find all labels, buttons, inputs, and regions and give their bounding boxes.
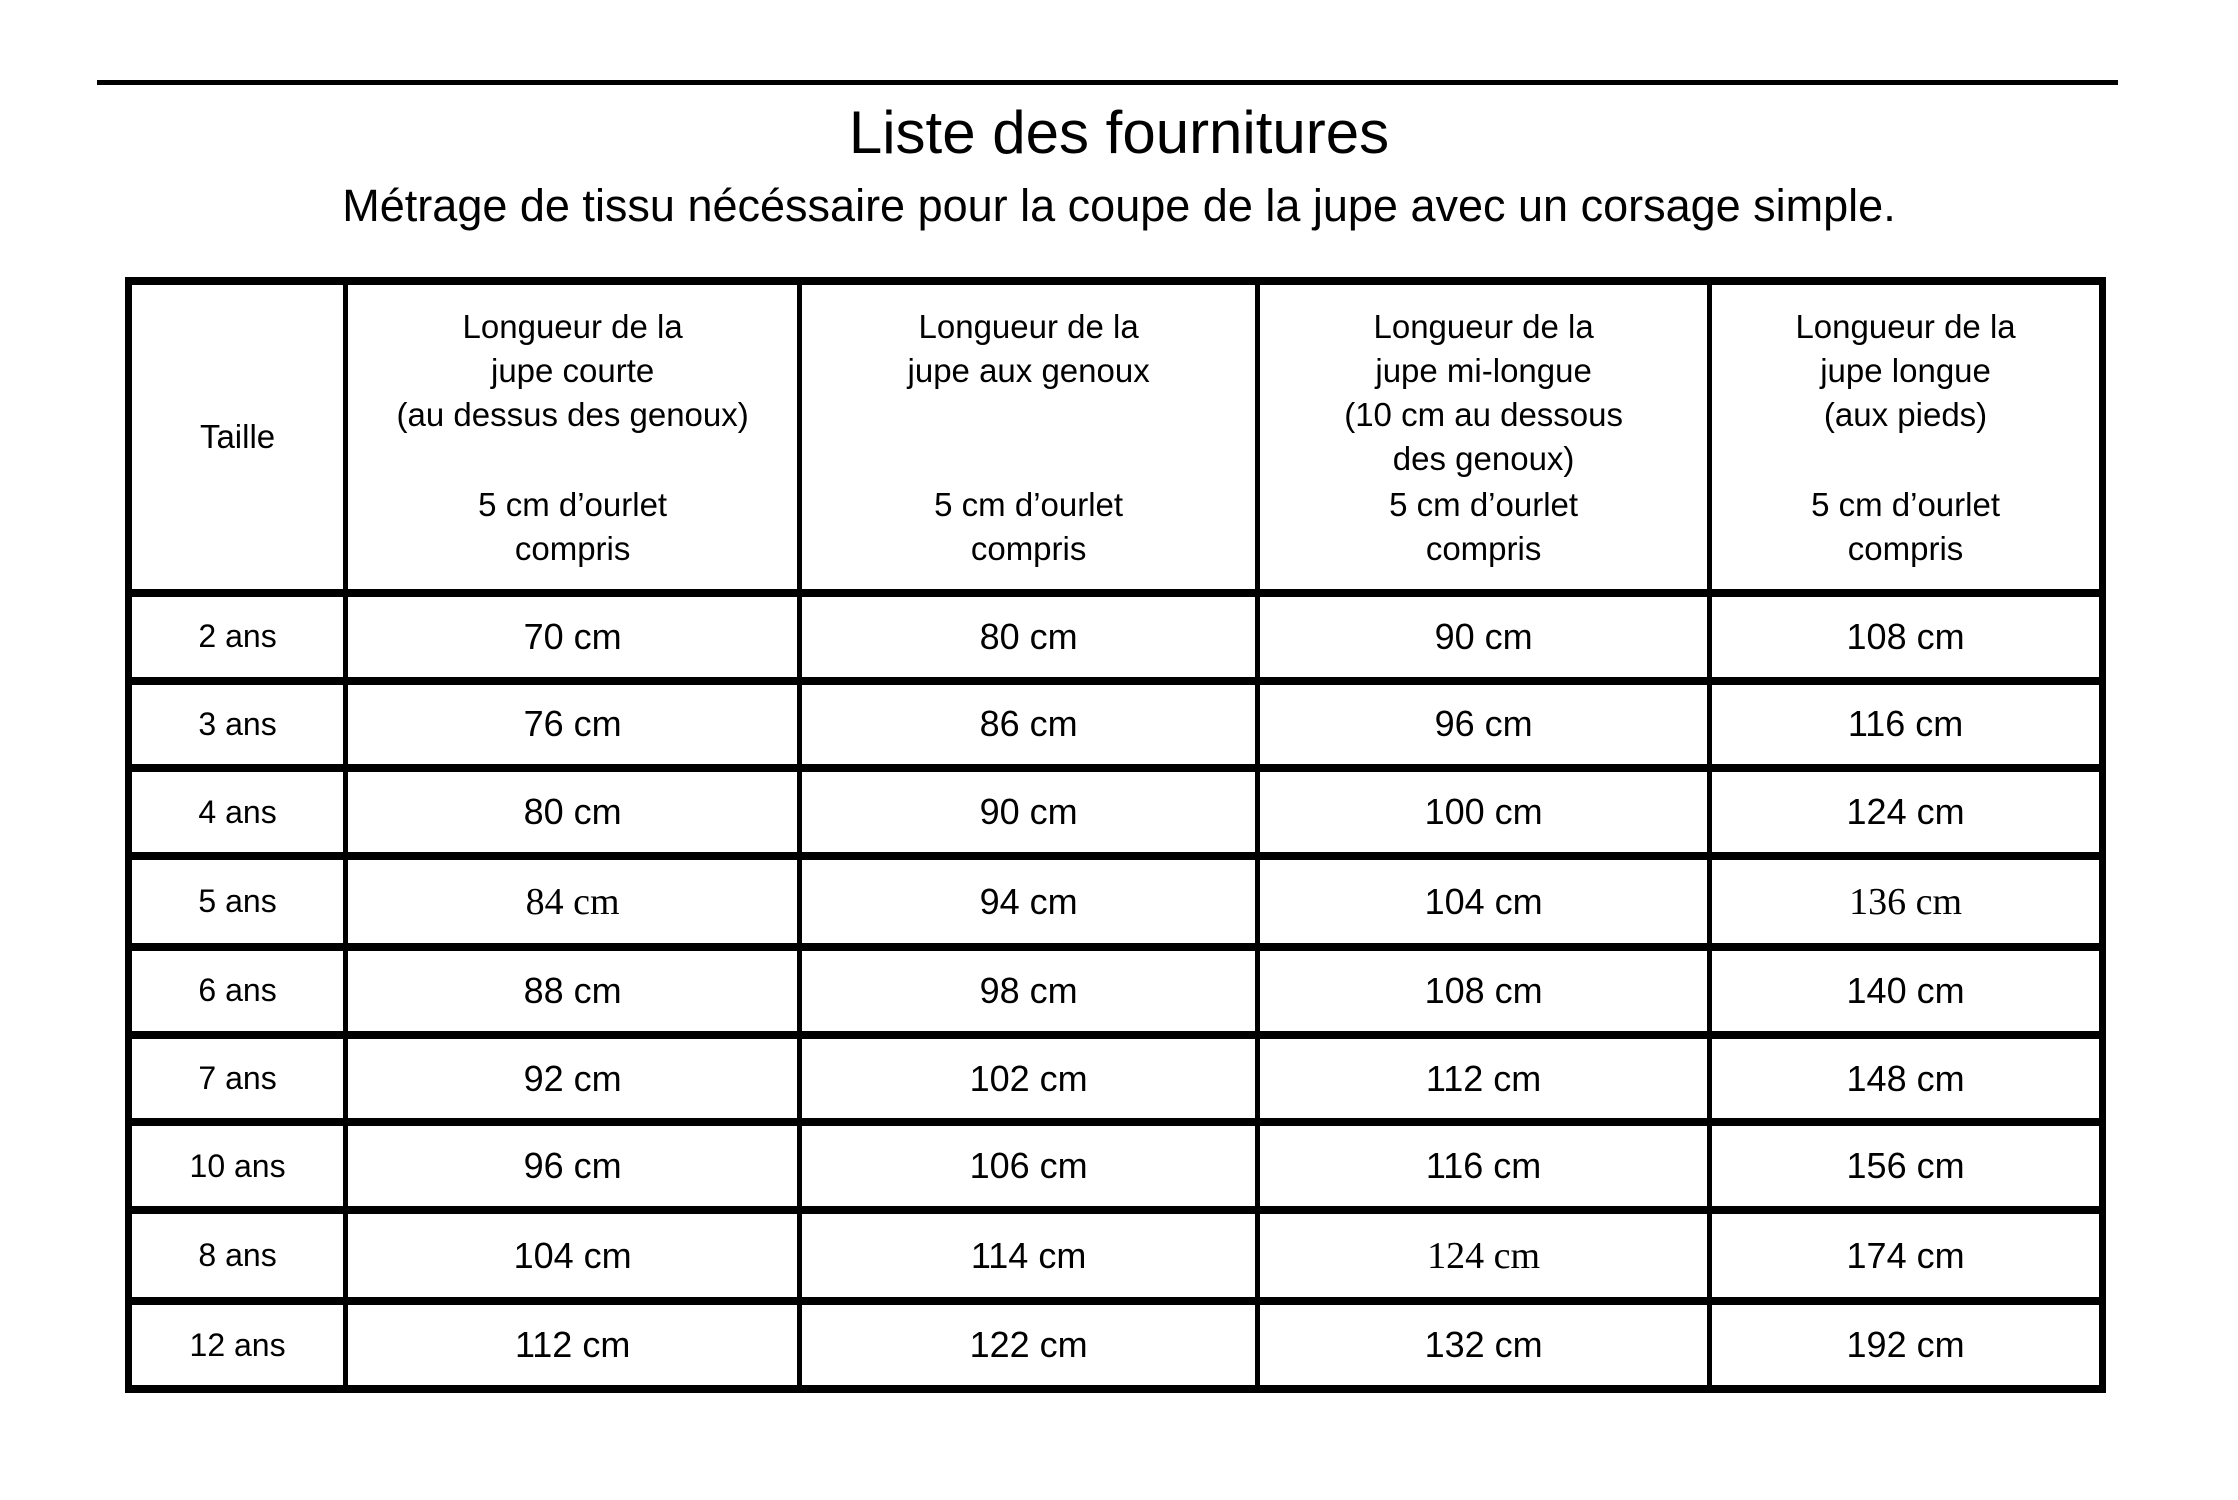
value-cell: 96 cm bbox=[343, 1118, 803, 1215]
size-cell: 12 ans bbox=[125, 1297, 349, 1393]
size-cell: 5 ans bbox=[125, 851, 349, 952]
value-cell: 80 cm bbox=[797, 589, 1261, 685]
value-cell: 192 cm bbox=[1707, 1297, 2105, 1393]
value-cell: 80 cm bbox=[343, 764, 803, 860]
size-cell: 3 ans bbox=[125, 676, 349, 773]
value-cell: 112 cm bbox=[343, 1297, 803, 1393]
column-title: Longueur de la jupe courte (au dessus de… bbox=[396, 308, 749, 433]
value-cell: 96 cm bbox=[1255, 676, 1713, 773]
value-cell: 70 cm bbox=[343, 589, 803, 685]
value-cell: 102 cm bbox=[797, 1030, 1261, 1127]
value-cell: 124 cm bbox=[1255, 1206, 1713, 1306]
size-cell: 8 ans bbox=[125, 1206, 349, 1306]
value-cell: 116 cm bbox=[1707, 676, 2105, 773]
value-cell: 108 cm bbox=[1255, 943, 1713, 1039]
value-cell: 108 cm bbox=[1707, 589, 2105, 685]
column-title: Longueur de la jupe mi-longue (10 cm au … bbox=[1344, 308, 1624, 477]
value-cell: 104 cm bbox=[1255, 851, 1713, 952]
table-row: 2 ans 70 cm 80 cm 90 cm 108 cm bbox=[125, 589, 2105, 685]
column-note: 5 cm d’ourlet compris bbox=[1389, 486, 1579, 567]
value-cell: 148 cm bbox=[1707, 1030, 2105, 1127]
value-cell: 104 cm bbox=[343, 1206, 803, 1306]
column-title: Longueur de la jupe aux genoux bbox=[907, 308, 1150, 389]
table-row: 12 ans 112 cm 122 cm 132 cm 192 cm bbox=[125, 1297, 2105, 1393]
value-cell: 90 cm bbox=[1255, 589, 1713, 685]
table-row: 10 ans 96 cm 106 cm 116 cm 156 cm bbox=[125, 1118, 2105, 1215]
header-row: Taille Longueur de la jupe courte (au de… bbox=[125, 277, 2105, 597]
value-cell: 90 cm bbox=[797, 764, 1261, 860]
top-divider bbox=[97, 80, 2118, 85]
value-cell: 100 cm bbox=[1255, 764, 1713, 860]
column-note: 5 cm d’ourlet compris bbox=[478, 486, 668, 567]
value-cell: 88 cm bbox=[343, 943, 803, 1039]
table-row: 3 ans 76 cm 86 cm 96 cm 116 cm bbox=[125, 676, 2105, 773]
column-note: 5 cm d’ourlet compris bbox=[934, 486, 1124, 567]
value-cell: 98 cm bbox=[797, 943, 1261, 1039]
table-row: 5 ans 84 cm 94 cm 104 cm 136 cm bbox=[125, 851, 2105, 952]
column-header-jupe-mi-longue: Longueur de la jupe mi-longue (10 cm au … bbox=[1255, 277, 1713, 597]
value-cell: 174 cm bbox=[1707, 1206, 2105, 1306]
value-cell: 94 cm bbox=[797, 851, 1261, 952]
value-cell: 114 cm bbox=[797, 1206, 1261, 1306]
size-cell: 4 ans bbox=[125, 764, 349, 860]
value-cell: 132 cm bbox=[1255, 1297, 1713, 1393]
value-cell: 106 cm bbox=[797, 1118, 1261, 1215]
value-cell: 92 cm bbox=[343, 1030, 803, 1127]
size-cell: 2 ans bbox=[125, 589, 349, 685]
value-cell: 116 cm bbox=[1255, 1118, 1713, 1215]
size-cell: 10 ans bbox=[125, 1118, 349, 1215]
supplies-table: Taille Longueur de la jupe courte (au de… bbox=[125, 277, 2106, 1393]
value-cell: 136 cm bbox=[1707, 851, 2105, 952]
column-header-jupe-courte: Longueur de la jupe courte (au dessus de… bbox=[343, 277, 803, 597]
table-row: 4 ans 80 cm 90 cm 100 cm 124 cm bbox=[125, 764, 2105, 860]
value-cell: 124 cm bbox=[1707, 764, 2105, 860]
value-cell: 112 cm bbox=[1255, 1030, 1713, 1127]
column-title: Longueur de la jupe longue (aux pieds) bbox=[1795, 308, 2016, 433]
column-header-jupe-aux-genoux: Longueur de la jupe aux genoux 5 cm d’ou… bbox=[797, 277, 1261, 597]
column-note: 5 cm d’ourlet compris bbox=[1811, 486, 2001, 567]
table-row: 6 ans 88 cm 98 cm 108 cm 140 cm bbox=[125, 943, 2105, 1039]
table-row: 8 ans 104 cm 114 cm 124 cm 174 cm bbox=[125, 1206, 2105, 1306]
value-cell: 122 cm bbox=[797, 1297, 1261, 1393]
page-subtitle: Métrage de tissu nécéssaire pour la coup… bbox=[342, 180, 1896, 231]
size-cell: 6 ans bbox=[125, 943, 349, 1039]
size-cell: 7 ans bbox=[125, 1030, 349, 1127]
value-cell: 76 cm bbox=[343, 676, 803, 773]
value-cell: 86 cm bbox=[797, 676, 1261, 773]
value-cell: 84 cm bbox=[343, 851, 803, 952]
column-header-jupe-longue: Longueur de la jupe longue (aux pieds) 5… bbox=[1707, 277, 2105, 597]
value-cell: 140 cm bbox=[1707, 943, 2105, 1039]
supplies-table-container: Taille Longueur de la jupe courte (au de… bbox=[125, 277, 2106, 1393]
table-row: 7 ans 92 cm 102 cm 112 cm 148 cm bbox=[125, 1030, 2105, 1127]
value-cell: 156 cm bbox=[1707, 1118, 2105, 1215]
column-header-taille: Taille bbox=[125, 277, 349, 597]
page-title: Liste des fournitures bbox=[848, 99, 1390, 166]
